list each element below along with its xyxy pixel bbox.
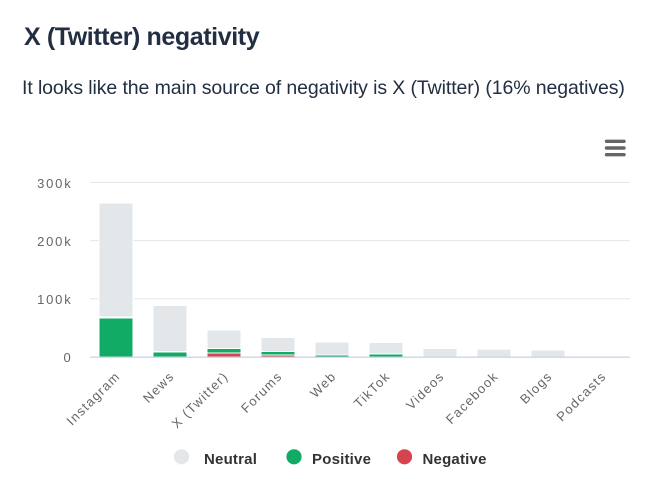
svg-text:Positive: Positive [312,451,371,468]
svg-text:Facebook: Facebook [443,369,501,427]
svg-text:300k: 300k [37,176,72,191]
svg-text:Podcasts: Podcasts [553,369,609,425]
svg-text:100k: 100k [37,292,72,307]
svg-text:200k: 200k [37,234,72,249]
svg-text:Neutral: Neutral [204,451,257,468]
svg-text:Forums: Forums [238,369,285,416]
svg-text:Blogs: Blogs [517,369,555,407]
svg-text:Negative: Negative [423,451,487,468]
svg-text:Videos: Videos [403,369,447,413]
svg-text:TikTok: TikTok [351,369,393,411]
svg-text:Instagram: Instagram [63,369,123,429]
svg-text:0: 0 [63,350,72,365]
svg-text:Web: Web [307,369,339,401]
svg-text:X (Twitter): X (Twitter) [169,369,232,432]
svg-text:News: News [140,369,177,406]
